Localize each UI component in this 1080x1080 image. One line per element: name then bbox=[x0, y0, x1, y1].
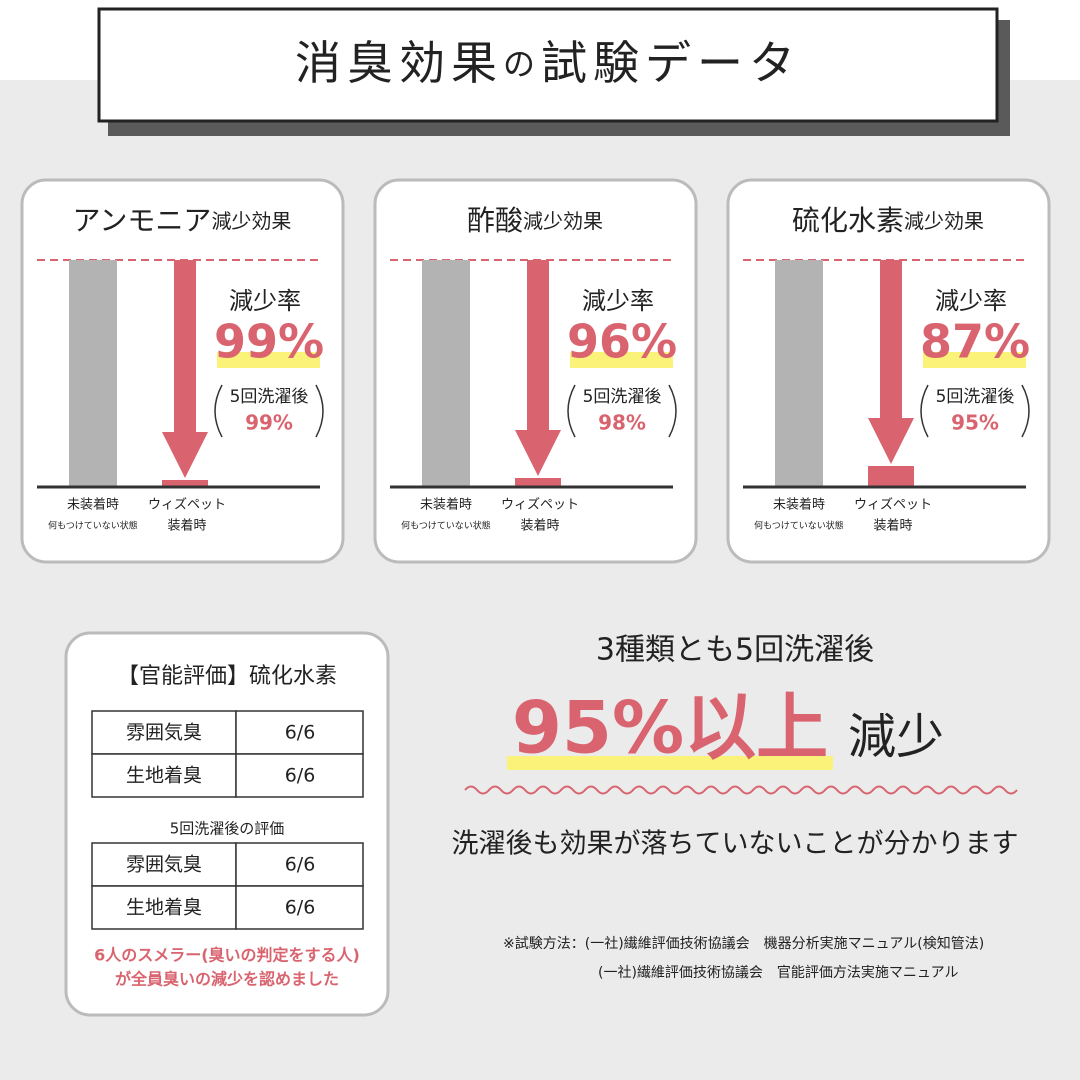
table-cell bbox=[91, 842, 237, 887]
bar-sublabel: 装着時 bbox=[873, 518, 912, 534]
suffix: 減少効果 bbox=[211, 209, 291, 233]
highlight bbox=[217, 352, 320, 368]
arrow bbox=[162, 260, 208, 478]
bar-label: 未装着時 bbox=[420, 497, 472, 513]
bar-sublabel: 何もつけていない状態 bbox=[401, 520, 491, 532]
after-rate: 98% bbox=[598, 411, 646, 435]
table-label: 生地着臭 bbox=[126, 765, 202, 787]
after-label: 5回洗濯後 bbox=[583, 387, 662, 407]
table-value: 6/6 bbox=[285, 854, 316, 876]
gray-bar bbox=[775, 260, 823, 487]
title-rest: 試験データ bbox=[541, 36, 801, 90]
after-label: 5回洗濯後 bbox=[230, 387, 309, 407]
sensory-after-title: 5回洗濯後の評価 bbox=[170, 820, 285, 838]
pink-bar bbox=[868, 466, 914, 487]
table-label: 雰囲気臭 bbox=[126, 854, 202, 876]
highlight bbox=[507, 756, 833, 770]
rate-label: 減少率 bbox=[935, 287, 1007, 315]
wave-line bbox=[464, 785, 1018, 795]
paren bbox=[567, 384, 576, 438]
title-box bbox=[97, 7, 999, 123]
panel-title: 酢酸減少効果 bbox=[467, 204, 603, 237]
rate: 87% bbox=[920, 315, 1030, 369]
table-cell bbox=[235, 842, 364, 887]
table-value: 6/6 bbox=[285, 765, 316, 787]
paren bbox=[1021, 384, 1030, 438]
bar-sublabel: 何もつけていない状態 bbox=[754, 520, 844, 532]
highlight bbox=[570, 352, 673, 368]
paren bbox=[668, 384, 677, 438]
table-cell bbox=[235, 753, 364, 798]
table-cell bbox=[235, 885, 364, 930]
pink-bar bbox=[162, 480, 208, 487]
highlight bbox=[923, 352, 1026, 368]
summary-lead: 3種類とも5回洗濯後 bbox=[596, 633, 874, 668]
table-label: 生地着臭 bbox=[126, 897, 202, 919]
title-main: 消臭効果 bbox=[295, 36, 503, 90]
bar-sublabel: 装着時 bbox=[520, 518, 559, 534]
headline-suffix: 減少 bbox=[848, 709, 944, 765]
panel-title: アンモニア減少効果 bbox=[73, 204, 292, 237]
sensory-title: 【官能評価】硫化水素 bbox=[117, 664, 337, 689]
table-label: 雰囲気臭 bbox=[126, 722, 202, 744]
gas: 硫化水素 bbox=[792, 204, 904, 237]
rate-label: 減少率 bbox=[582, 287, 654, 315]
after-label: 5回洗濯後 bbox=[936, 387, 1015, 407]
bar-label: ウィズペット bbox=[148, 497, 226, 513]
suffix: 減少効果 bbox=[904, 209, 984, 233]
paren bbox=[214, 384, 223, 438]
footnote: ※試験方法：(一社)繊維評価技術協議会 機器分析実施マニュアル(検知管法) bbox=[503, 935, 984, 952]
panel-title: 硫化水素減少効果 bbox=[792, 204, 984, 237]
paren bbox=[920, 384, 929, 438]
summary-sub: 洗濯後も効果が落ちていないことが分かります bbox=[452, 829, 1019, 860]
footnote: (一社)繊維評価技術協議会 官能評価方法実施マニュアル bbox=[598, 964, 959, 981]
table-value: 6/6 bbox=[285, 897, 316, 919]
after-rate: 99% bbox=[245, 411, 293, 435]
table-cell bbox=[235, 710, 364, 755]
bar-label: 未装着時 bbox=[773, 497, 825, 513]
suffix: 減少効果 bbox=[523, 209, 603, 233]
note: が全員臭いの減少を認めました bbox=[115, 970, 339, 989]
table-cell bbox=[91, 710, 237, 755]
after-rate: 95% bbox=[951, 411, 999, 435]
headline: 95%以上 bbox=[512, 686, 828, 770]
note: 6人のスメラー(臭いの判定をする人) bbox=[94, 946, 360, 965]
rate: 96% bbox=[567, 315, 677, 369]
rate-label: 減少率 bbox=[229, 287, 301, 315]
bar-sublabel: 装着時 bbox=[167, 518, 206, 534]
bar-label: ウィズペット bbox=[501, 497, 579, 513]
bar-sublabel: 何もつけていない状態 bbox=[48, 520, 138, 532]
bar-label: 未装着時 bbox=[67, 497, 119, 513]
paren bbox=[315, 384, 324, 438]
arrow bbox=[868, 260, 914, 464]
rate: 99% bbox=[214, 315, 324, 369]
table-cell bbox=[91, 753, 237, 798]
title-particle: の bbox=[503, 45, 541, 83]
bar-label: ウィズペット bbox=[854, 497, 932, 513]
title: 消臭効果の試験データ bbox=[295, 36, 801, 90]
table-value: 6/6 bbox=[285, 722, 316, 744]
gas: アンモニア bbox=[73, 204, 212, 237]
gas: 酢酸 bbox=[467, 204, 523, 237]
arrow bbox=[515, 260, 561, 476]
table-cell bbox=[91, 885, 237, 930]
pink-bar bbox=[515, 478, 561, 487]
gray-bar bbox=[69, 260, 117, 487]
gray-bar bbox=[422, 260, 470, 487]
